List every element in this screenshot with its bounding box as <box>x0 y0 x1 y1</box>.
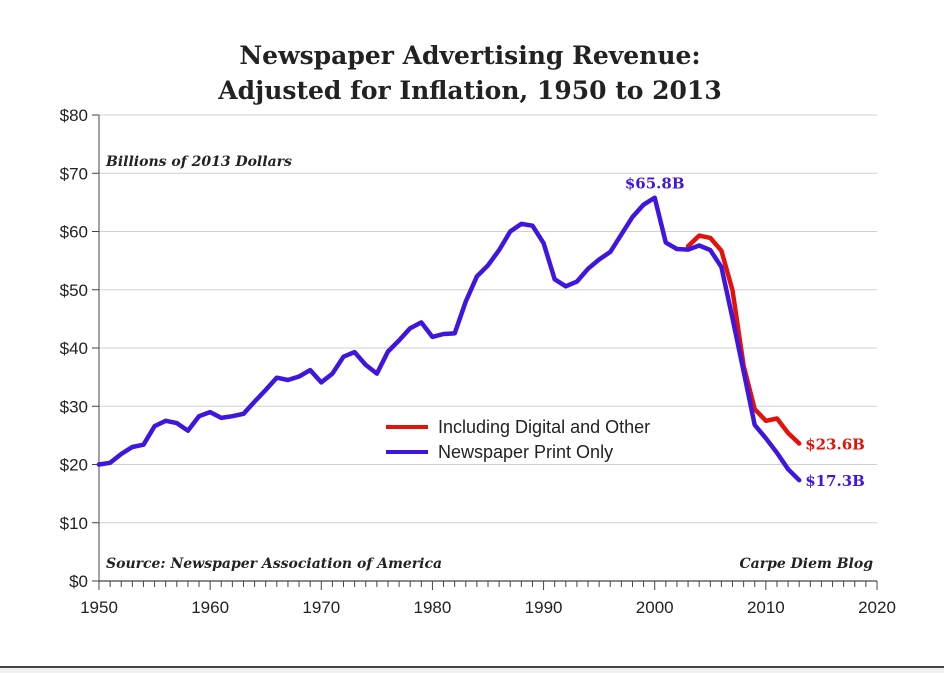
y-tick-label: $60 <box>60 223 88 242</box>
x-axis: 1950 1960 1970 1980 1990 2000 2010 2020 <box>80 580 896 617</box>
x-tick-label: 1970 <box>302 598 340 617</box>
x-tick-label: 1990 <box>525 598 563 617</box>
x-tick-label: 1960 <box>191 598 229 617</box>
y-tick-label: $50 <box>60 281 88 300</box>
x-tick-label: 1950 <box>80 598 118 617</box>
y-tick-label: $70 <box>60 164 88 183</box>
credit-note: Carpe Diem Blog <box>740 556 874 572</box>
legend-label-print: Newspaper Print Only <box>438 442 613 462</box>
gridlines <box>99 114 877 524</box>
y-axis: $0 $10 $20 $30 $40 $50 $60 $70 $80 <box>60 106 100 591</box>
chart-title-line-2: Adjusted for Inflation, 1950 to 2013 <box>217 76 721 105</box>
y-tick-label: $0 <box>69 572 88 591</box>
series-lines <box>96 195 802 483</box>
source-note: Source: Newspaper Association of America <box>106 556 442 572</box>
x-tick-label: 2010 <box>747 598 785 617</box>
y-tick-label: $40 <box>60 339 88 358</box>
y-tick-label: $30 <box>60 397 88 416</box>
print-end-label: $17.3B <box>805 472 865 490</box>
y-axis-label: Billions of 2013 Dollars <box>105 154 292 170</box>
x-tick-label: 2000 <box>636 598 674 617</box>
x-tick-label: 1980 <box>414 598 452 617</box>
y-tick-label: $80 <box>60 106 88 125</box>
y-tick-label: $10 <box>60 514 88 533</box>
digital-end-label: $23.6B <box>805 436 865 454</box>
y-tick-label: $20 <box>60 456 88 475</box>
annotations: $65.8B $23.6B $17.3B <box>625 175 865 491</box>
chart-title-line-1: Newspaper Advertising Revenue: <box>239 41 700 70</box>
peak-label: $65.8B <box>625 175 685 193</box>
legend: Including Digital and Other Newspaper Pr… <box>386 417 650 462</box>
legend-label-digital: Including Digital and Other <box>438 417 650 437</box>
print-only-line <box>96 195 802 483</box>
x-tick-label: 2020 <box>858 598 896 617</box>
